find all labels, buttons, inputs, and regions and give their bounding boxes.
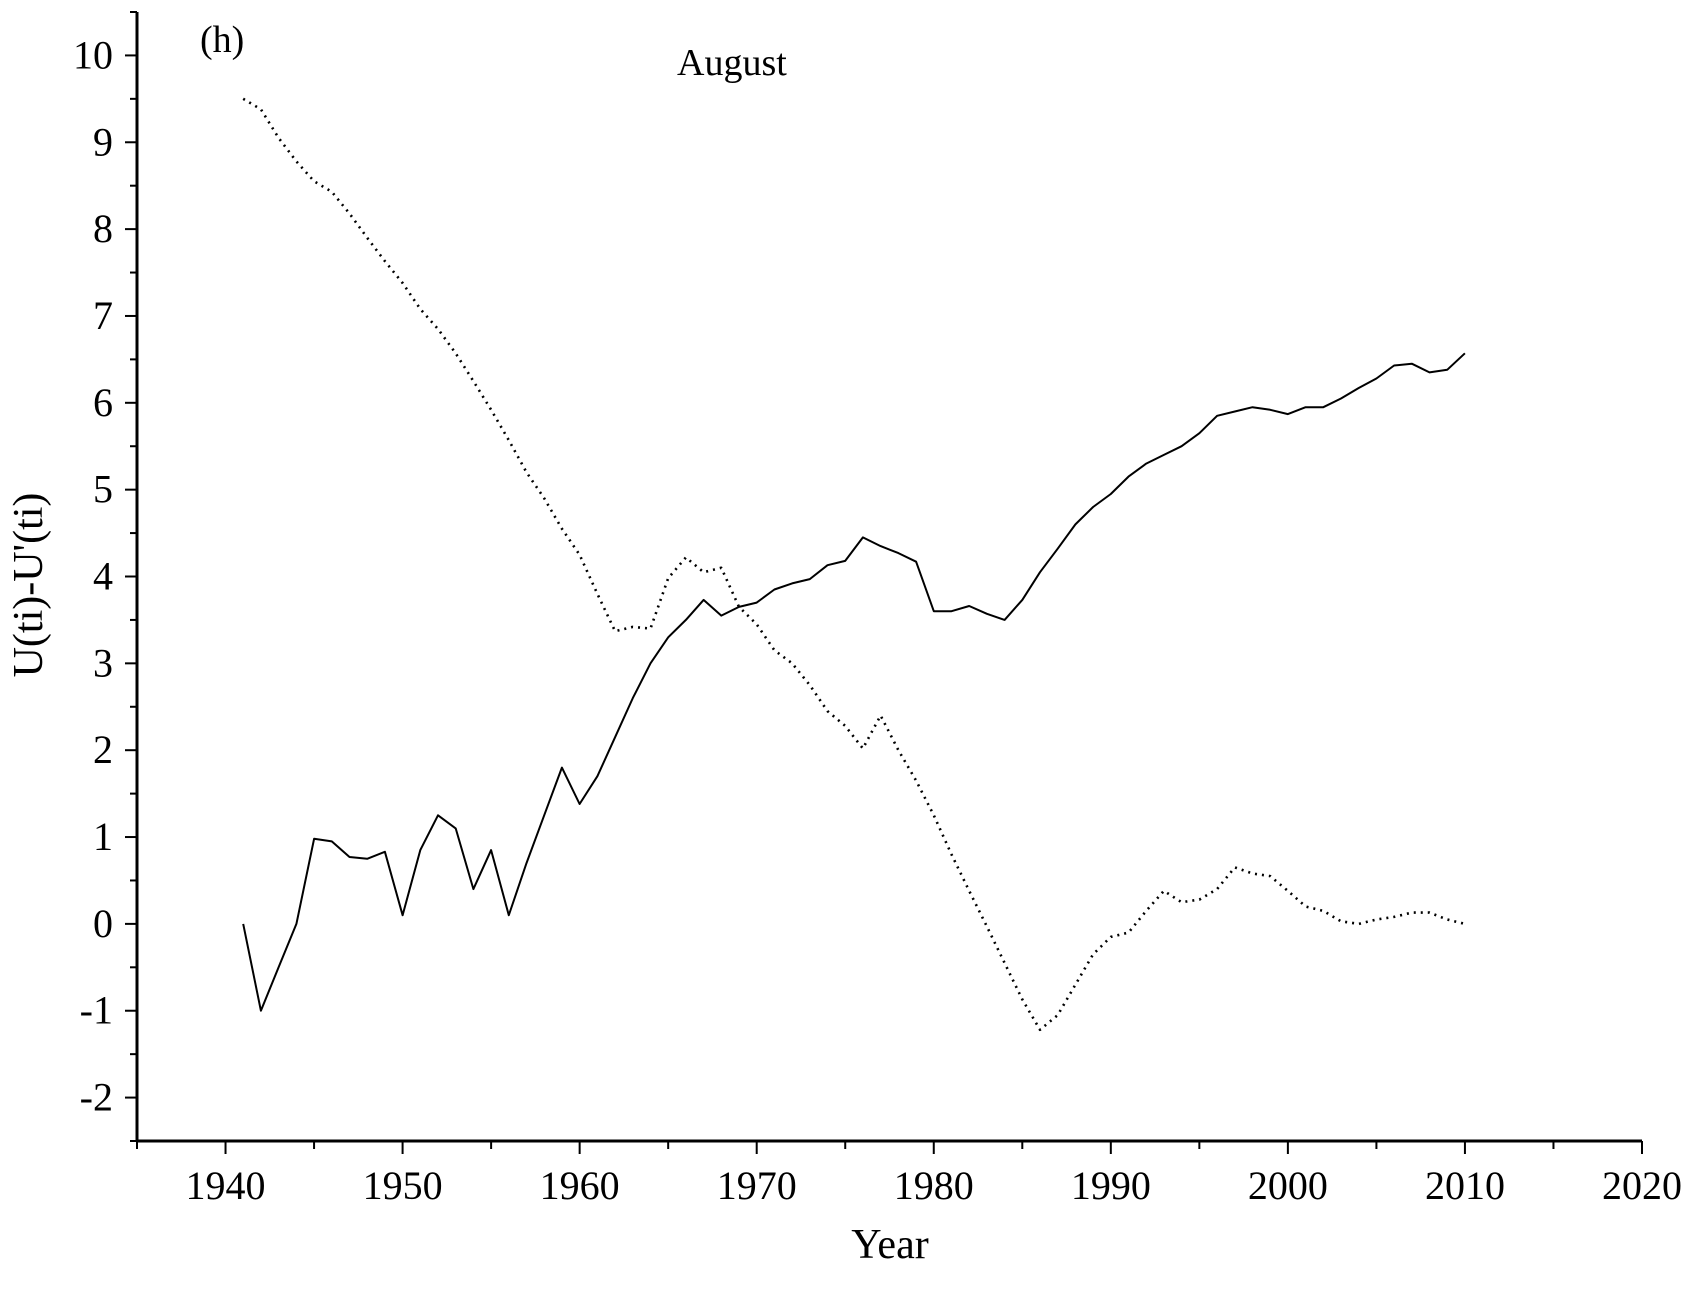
y-tick-label: 9 — [93, 119, 113, 164]
y-tick-label: 6 — [93, 380, 113, 425]
y-axis-title: U(ti)-U'(ti) — [6, 493, 52, 678]
x-axis-title: Year — [851, 1222, 928, 1268]
x-tick-label: 2020 — [1602, 1163, 1682, 1208]
y-tick-label: 5 — [93, 467, 113, 512]
axes: -2 -1 0 1 2 3 4 5 6 7 8 9 10 1940 1950 1960 1970 1980 1990… — [73, 11, 1682, 1208]
dotted-series-line — [242, 97, 1466, 1032]
y-tick-label: 8 — [93, 206, 113, 251]
x-tick-label: 2000 — [1248, 1163, 1328, 1208]
y-tick-label: 10 — [73, 32, 113, 77]
y-tick-label: 4 — [93, 554, 113, 599]
x-tick-label: 2010 — [1425, 1163, 1505, 1208]
plot-lines — [242, 97, 1466, 1032]
y-tick-label: 2 — [93, 727, 113, 772]
y-tick-label: 1 — [93, 814, 113, 859]
panel-label: (h) — [200, 19, 244, 61]
y-tick-label: 3 — [93, 640, 113, 685]
x-tick-label: 1990 — [1071, 1163, 1151, 1208]
y-tick-label: 0 — [93, 901, 113, 946]
x-tick-label: 1960 — [540, 1163, 620, 1208]
y-tick-label: -1 — [80, 988, 113, 1033]
x-tick-label: 1950 — [363, 1163, 443, 1208]
solid-series-line — [242, 352, 1466, 1012]
y-tick-label: -2 — [80, 1075, 113, 1120]
month-annotation: August — [677, 42, 787, 84]
x-tick-label: 1940 — [186, 1163, 266, 1208]
x-tick-label: 1970 — [717, 1163, 797, 1208]
x-tick-label: 1980 — [894, 1163, 974, 1208]
y-tick-label: 7 — [93, 293, 113, 338]
